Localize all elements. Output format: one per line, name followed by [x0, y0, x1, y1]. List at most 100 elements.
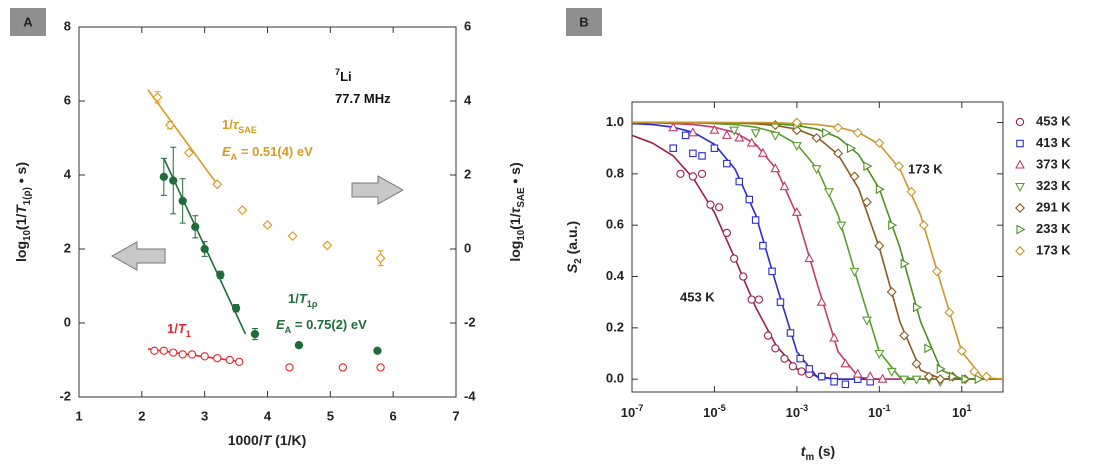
marker	[874, 240, 885, 251]
x-tick-label: 1	[75, 408, 82, 423]
marker	[750, 129, 761, 139]
x-axis-title-part: 1000/	[228, 432, 263, 448]
y-axis-title-part: (a.u.)	[564, 221, 580, 258]
legend-label: 373 K	[1036, 156, 1071, 171]
marker	[956, 345, 967, 356]
marker	[852, 368, 863, 378]
marker	[688, 172, 698, 181]
legend-marker	[1015, 246, 1025, 256]
legend-marker	[1015, 203, 1025, 213]
y-tick-label: 6	[64, 92, 71, 107]
x-tick-base: 10	[786, 405, 800, 420]
y2-tick-label: 6	[464, 18, 471, 33]
y-axis-title-part: 1(ρ)	[22, 187, 33, 205]
marker	[780, 354, 789, 363]
marker	[863, 161, 873, 172]
marker	[888, 220, 898, 231]
y-axis-title-part: T	[13, 204, 29, 214]
marker	[213, 353, 222, 363]
marker	[833, 148, 844, 159]
marker	[935, 374, 946, 385]
series-label-part: SAE	[238, 125, 257, 135]
marker	[721, 129, 732, 139]
x-tick-exp: 1	[966, 403, 971, 413]
marker	[376, 363, 385, 372]
x-tick-exp: -7	[635, 403, 643, 413]
series-label-part: T	[299, 291, 308, 306]
annotation-part: 77.7 MHz	[335, 91, 391, 106]
marker	[944, 307, 955, 318]
marker	[840, 358, 851, 368]
marker	[924, 343, 934, 354]
series-label: 1/T1ρ	[288, 291, 318, 309]
marker	[829, 332, 840, 342]
y-tick-label: 0.0	[606, 371, 624, 386]
marker	[212, 179, 223, 190]
marker	[200, 352, 209, 361]
marker	[852, 127, 863, 138]
marker	[836, 221, 847, 231]
marker	[697, 169, 707, 179]
annotation-part: A	[285, 325, 292, 335]
marker	[375, 253, 386, 264]
marker	[791, 142, 802, 152]
annotation-part: = 0.75(2) eV	[291, 317, 367, 332]
y2-tick-label: -2	[464, 314, 476, 329]
annotation-part: E	[222, 144, 231, 159]
marker	[969, 366, 980, 377]
marker	[849, 171, 860, 182]
x-tick-label: 7	[452, 408, 459, 423]
y-tick-label: 0.8	[606, 165, 624, 180]
marker	[822, 127, 832, 138]
marker	[676, 169, 685, 179]
right-arrow	[351, 175, 405, 205]
marker	[779, 181, 790, 191]
marker	[262, 219, 273, 230]
marker	[178, 350, 187, 359]
marker	[918, 220, 929, 231]
marker	[338, 363, 348, 372]
marker	[159, 346, 168, 355]
y-tick-label: 0.6	[606, 217, 624, 232]
marker	[877, 373, 888, 383]
x-tick-label: 4	[264, 408, 272, 423]
x-tick-label: 101	[952, 403, 972, 420]
legend-label: 413 K	[1036, 135, 1071, 150]
marker	[734, 132, 745, 142]
y-axis-title: log10(1/T1(ρ) • s)	[13, 162, 33, 262]
fit-line	[631, 121, 1003, 380]
marker	[841, 380, 850, 389]
x-axis-title-part: (1/K)	[271, 432, 306, 448]
marker	[669, 144, 677, 152]
marker	[931, 266, 942, 277]
marker	[235, 357, 244, 366]
marker	[159, 172, 168, 181]
marker	[805, 365, 814, 373]
y-tick-label: 1.0	[606, 114, 624, 129]
y-tick-label: 0.4	[606, 268, 625, 283]
y2-axis-title-part: τ	[507, 206, 523, 213]
marker	[225, 355, 234, 365]
x-tick-label: 10-1	[868, 403, 891, 420]
marker	[811, 132, 822, 143]
marker	[169, 348, 178, 357]
panel-tag-box	[10, 8, 46, 36]
panel-tag: A	[23, 14, 33, 29]
marker	[911, 375, 922, 385]
annotation: 453 K	[680, 289, 715, 304]
marker	[165, 120, 176, 131]
marker	[875, 184, 885, 195]
y-tick-label: -2	[59, 388, 71, 403]
legend-label: 173 K	[1036, 242, 1071, 257]
marker	[687, 127, 698, 137]
y-axis-title-part: (1/	[13, 214, 29, 230]
legend-marker	[1015, 159, 1025, 169]
marker	[754, 295, 764, 304]
x-tick-label: 5	[327, 408, 334, 423]
marker	[216, 270, 225, 280]
marker	[689, 149, 697, 158]
marker	[763, 331, 773, 340]
marker	[231, 304, 241, 313]
marker	[886, 286, 897, 297]
marker	[709, 124, 720, 134]
